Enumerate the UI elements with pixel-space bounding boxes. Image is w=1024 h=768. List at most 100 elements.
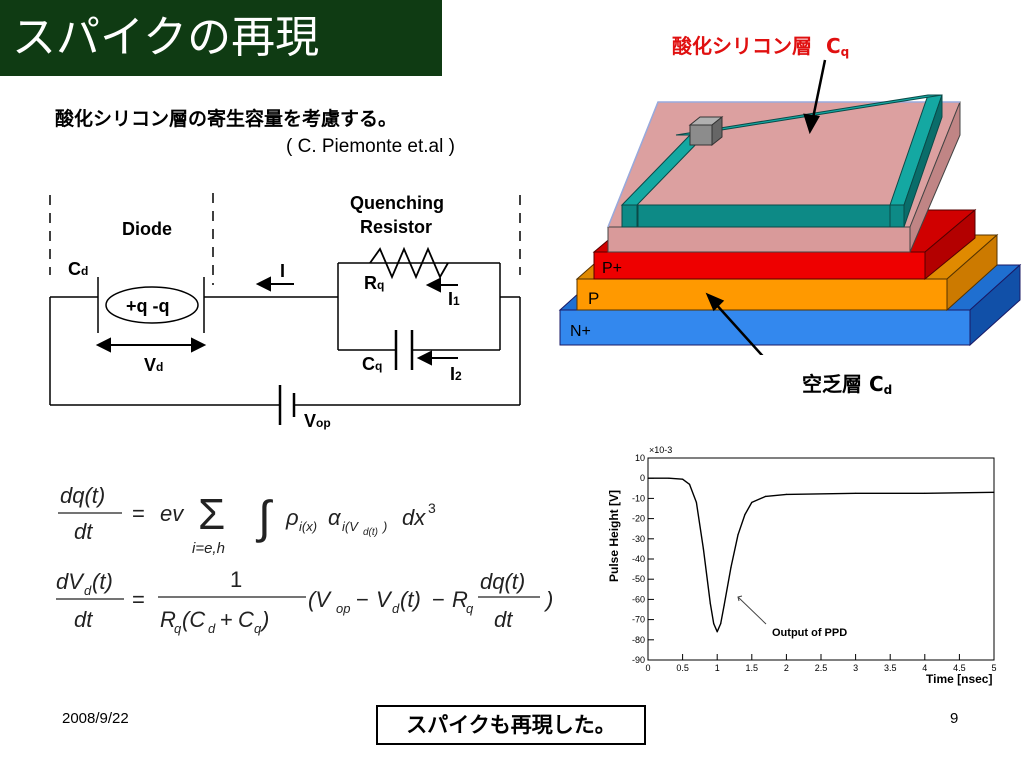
pulse-series-line [648, 477, 995, 633]
pulse-point [713, 623, 715, 625]
x-tick-label: 2.5 [815, 663, 828, 673]
x-tick-label: 0 [645, 663, 650, 673]
slide-date: 2008/9/22 [62, 710, 129, 727]
svg-text:d: d [84, 583, 92, 598]
svg-text:1: 1 [230, 567, 242, 592]
device-stack: P+ P N+ [558, 59, 1022, 355]
x-tick-label: 4.5 [953, 663, 966, 673]
pulse-point [695, 501, 698, 504]
pulse-point [682, 478, 684, 480]
svg-text:V: V [376, 587, 393, 612]
y-tick-label: -30 [632, 534, 645, 544]
y-tick-label: -50 [632, 574, 645, 584]
pulse-chart: 0 0.5 1 1.5 2 2.5 3 3.5 4 4.5 5 10 0 -10 -20 -30 -40 -50 -… [607, 445, 997, 686]
svg-text:=: = [132, 501, 145, 526]
svg-text:−: − [432, 587, 445, 612]
conclusion-box: スパイクも再現した。 [376, 705, 646, 745]
svg-text:R: R [452, 587, 468, 612]
pulse-point [720, 623, 722, 625]
svg-text:q: q [174, 621, 182, 636]
diode-label: Diode [122, 219, 172, 239]
y-tick-label: -90 [632, 655, 645, 665]
svg-text:R: R [160, 607, 176, 632]
svg-text:Σ: Σ [198, 490, 225, 539]
depletion-layer-label: 空乏層 Cd [802, 372, 893, 397]
pulse-point [737, 534, 739, 536]
layer-pplus [593, 251, 926, 280]
svg-text:C: C [238, 607, 254, 632]
i1-label: I1 [448, 289, 460, 309]
svg-text:q: q [254, 621, 262, 636]
pulse-point [668, 477, 670, 479]
svg-text:d(t): d(t) [363, 527, 378, 538]
oxide-layer-label: 酸化シリコン層 Cq [672, 34, 850, 59]
svg-text:∫: ∫ [255, 491, 273, 543]
pulse-point [785, 493, 787, 495]
svg-text:dq(t): dq(t) [480, 569, 525, 594]
layer-oxide [607, 226, 911, 253]
pulse-point [993, 491, 995, 493]
svg-text:dV: dV [56, 569, 85, 594]
y-tick-label: -20 [632, 514, 645, 524]
x-tick-label: 1.5 [746, 663, 759, 673]
chart-frame [647, 457, 995, 661]
pulse-point [647, 477, 649, 479]
svg-text:dq(t): dq(t) [60, 483, 105, 508]
x-axis-label: Time [nsec] [926, 672, 992, 686]
svg-text:ρ: ρ [285, 505, 299, 530]
svg-text:q: q [466, 601, 474, 616]
pulse-point [716, 631, 718, 633]
svg-text:+: + [220, 607, 233, 632]
y-tick-label: -10 [632, 493, 645, 503]
y-tick-label: -70 [632, 615, 645, 625]
layer-p [576, 278, 948, 311]
x-tick-label: 3.5 [884, 663, 897, 673]
citation: ( C. Piemonte et.al ) [286, 136, 455, 157]
pulse-point [765, 495, 767, 497]
svg-text:(t): (t) [400, 587, 421, 612]
svg-text:3: 3 [428, 500, 436, 516]
label-p: P [588, 289, 599, 308]
pulse-point [730, 566, 732, 568]
svg-text:): ) [259, 607, 269, 632]
y-tick-label: -40 [632, 554, 645, 564]
i2-label: I2 [450, 364, 462, 384]
vd-label: Vd [144, 355, 163, 375]
x-tick-label: 2 [784, 663, 789, 673]
vop-label: Vop [304, 411, 331, 431]
circuit-diagram: Diode Quenching Resistor Cd +q -q Vd I R… [49, 193, 521, 431]
svg-text:dt: dt [74, 607, 93, 632]
charge-label: +q -q [126, 296, 170, 316]
x-tick-label: 4 [922, 663, 927, 673]
svg-text:ev: ev [160, 501, 185, 526]
svg-text:i=e,h: i=e,h [192, 540, 225, 557]
y-tick-label: 0 [640, 473, 645, 483]
x-tick-label: 5 [991, 663, 996, 673]
quenching-label-2: Resistor [360, 217, 432, 237]
svg-text:op: op [336, 601, 350, 616]
svg-text:d: d [392, 601, 400, 616]
label-nplus: N+ [570, 323, 591, 340]
resistor-symbol [369, 246, 449, 280]
y-axis-label: Pulse Height [V] [607, 490, 621, 582]
page-number: 9 [950, 710, 959, 727]
svg-text:): ) [543, 587, 553, 612]
equations: dq(t) dt = ev Σ i=e,h ∫ ρ i(x) α i(V d(t… [56, 483, 553, 636]
layer-nplus [559, 309, 971, 346]
charge-ellipse [105, 286, 199, 324]
svg-text:dt: dt [74, 519, 93, 544]
pulse-point [688, 483, 691, 485]
y-tick-label: -60 [632, 594, 645, 604]
label-pplus: P+ [602, 260, 622, 277]
slide-note: 酸化シリコン層の寄生容量を考慮する。 [55, 108, 398, 130]
pulse-point [709, 602, 711, 605]
cq-label: Cq [362, 354, 382, 374]
y-tick-label: 10 [635, 453, 645, 463]
pulse-point [723, 604, 725, 607]
svg-text:α: α [328, 505, 342, 530]
pulse-point [924, 492, 926, 494]
pulse-point [751, 501, 753, 504]
svg-text:i(V: i(V [342, 519, 359, 534]
y-multiplier: ×10-3 [649, 445, 672, 455]
x-tick-label: 0.5 [676, 663, 689, 673]
